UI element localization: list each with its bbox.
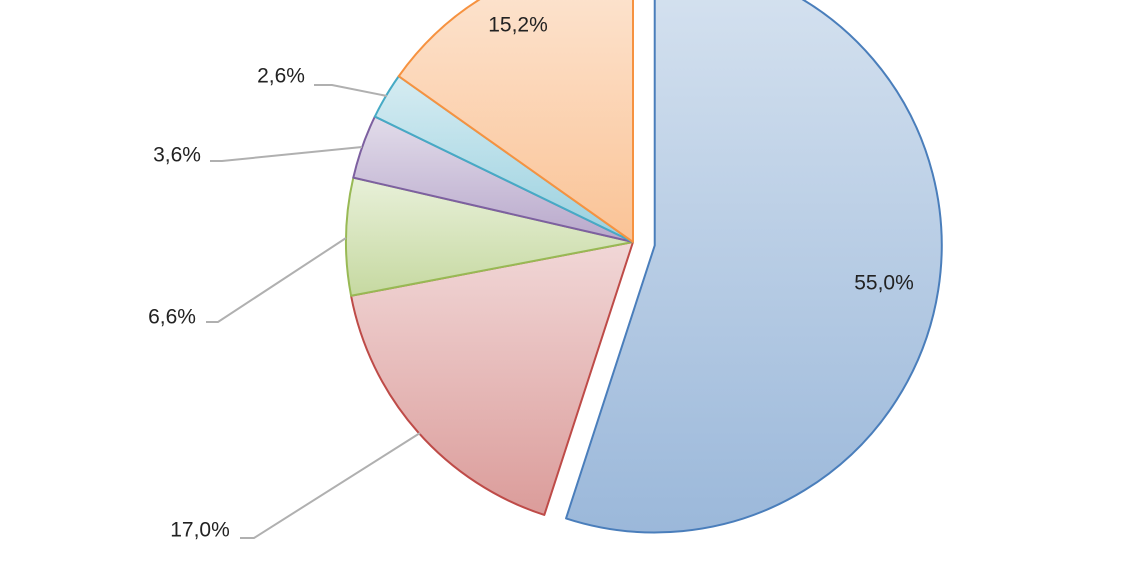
leader-line	[240, 432, 421, 539]
data-label: 17,0%	[170, 519, 230, 542]
data-label: 2,6%	[257, 65, 305, 88]
data-label: 15,2%	[488, 14, 548, 37]
leader-line	[314, 84, 388, 97]
pie-slice	[565, 0, 943, 534]
leader-line	[210, 146, 363, 162]
pie-slice	[350, 241, 634, 516]
pie-slice	[345, 176, 634, 297]
leader-line	[206, 237, 347, 323]
data-label: 6,6%	[148, 306, 196, 329]
pie-slice	[397, 0, 634, 243]
data-label: 55,0%	[854, 272, 914, 295]
data-label: 3,6%	[153, 144, 201, 167]
